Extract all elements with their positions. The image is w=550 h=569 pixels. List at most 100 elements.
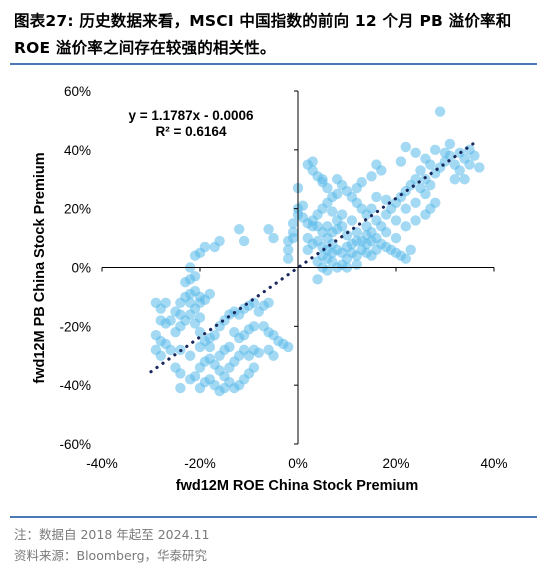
data-point	[449, 174, 460, 185]
data-point	[194, 327, 206, 338]
regression-equation: y = 1.1787x - 0.0006	[129, 108, 254, 123]
y-axis-title: fwd12M PB China Stock Premium	[32, 152, 48, 383]
y-tick-label: 40%	[64, 143, 91, 158]
data-point	[464, 159, 475, 170]
data-point	[317, 174, 328, 185]
data-point	[454, 165, 465, 176]
data-point	[234, 224, 245, 235]
data-point	[400, 203, 411, 214]
data-point	[371, 215, 382, 226]
data-point	[189, 271, 201, 282]
data-point	[395, 156, 407, 167]
data-points	[150, 106, 485, 397]
data-point	[199, 241, 211, 253]
data-point	[248, 362, 260, 373]
data-point	[268, 350, 279, 361]
data-point	[283, 341, 294, 353]
source-note: 资料来源：Bloomberg，华泰研究	[14, 548, 207, 563]
data-point	[175, 382, 186, 394]
x-tick-label: -20%	[184, 456, 216, 471]
data-point	[376, 165, 387, 176]
data-point	[327, 206, 338, 217]
r-squared-label: R² = 0.6164	[156, 124, 227, 139]
y-tick-label: 0%	[71, 261, 91, 276]
tick-labels: -40% -20% 0% 20% 40% 60% 40% 20% 0% -20% -40% -60%	[59, 84, 507, 471]
data-point	[332, 188, 343, 200]
data-point	[361, 238, 372, 250]
data-point	[194, 312, 206, 323]
data-point	[248, 321, 260, 332]
data-point	[327, 227, 338, 238]
data-point	[185, 350, 196, 361]
data-point	[268, 232, 279, 244]
x-tick-label: 0%	[288, 456, 308, 471]
data-note: 注：数据自 2018 年起至 2024.11	[14, 527, 210, 542]
data-point	[287, 218, 299, 229]
trendline	[149, 141, 476, 374]
data-point	[410, 197, 421, 208]
data-point	[253, 347, 264, 359]
data-point	[165, 315, 176, 326]
data-point	[400, 141, 411, 153]
data-point	[400, 221, 411, 232]
data-point	[405, 244, 416, 256]
data-point	[214, 235, 225, 247]
x-axis-title: fwd12M ROE China Stock Premium	[176, 478, 419, 494]
y-tick-label: -20%	[59, 319, 91, 334]
data-point	[155, 350, 166, 361]
data-point	[420, 188, 431, 200]
data-point	[341, 229, 353, 241]
data-point	[469, 150, 480, 161]
data-point	[214, 350, 225, 361]
data-point	[430, 197, 441, 208]
scatter-chart: y = 1.1787x - 0.0006 R² = 0.6164 -40% -20…	[32, 84, 508, 494]
data-point	[459, 174, 470, 185]
data-point	[204, 341, 215, 353]
y-tick-label: 60%	[64, 84, 91, 99]
y-tick-label: -40%	[59, 378, 91, 393]
data-point	[346, 215, 358, 226]
data-point	[307, 156, 318, 167]
footnotes: 注：数据自 2018 年起至 2024.11 资料来源：Bloomberg，华泰…	[14, 524, 209, 566]
data-point	[439, 147, 451, 158]
data-point	[248, 297, 260, 308]
data-point	[283, 235, 294, 247]
data-point	[351, 182, 362, 194]
data-point	[189, 371, 201, 382]
data-point	[351, 259, 362, 270]
data-point	[283, 253, 294, 264]
data-point	[390, 215, 402, 226]
data-point	[474, 162, 485, 173]
data-point	[263, 297, 274, 308]
data-point	[322, 253, 333, 264]
axes	[101, 90, 495, 445]
data-point	[238, 235, 250, 247]
data-point	[209, 329, 220, 341]
data-point	[204, 288, 215, 300]
data-point	[160, 297, 171, 308]
data-point	[199, 377, 211, 388]
data-point	[430, 144, 441, 156]
x-tick-label: -40%	[86, 456, 118, 471]
data-point	[366, 227, 377, 238]
x-tick-label: 20%	[382, 456, 409, 471]
bottom-divider	[10, 516, 537, 518]
x-tick-label: 40%	[480, 456, 507, 471]
data-point	[400, 253, 411, 264]
data-point	[312, 274, 323, 285]
data-point	[297, 200, 309, 211]
data-point	[390, 232, 402, 244]
data-point	[302, 244, 313, 256]
data-point	[410, 147, 421, 158]
data-point	[263, 224, 274, 235]
data-point	[175, 309, 186, 320]
data-point	[444, 138, 456, 150]
data-point	[175, 368, 186, 379]
data-point	[219, 382, 230, 394]
top-divider	[10, 63, 537, 65]
data-point	[283, 244, 294, 256]
y-tick-label: 20%	[64, 202, 91, 217]
y-tick-label: -60%	[59, 437, 91, 452]
data-point	[410, 215, 421, 226]
data-point	[366, 203, 377, 214]
